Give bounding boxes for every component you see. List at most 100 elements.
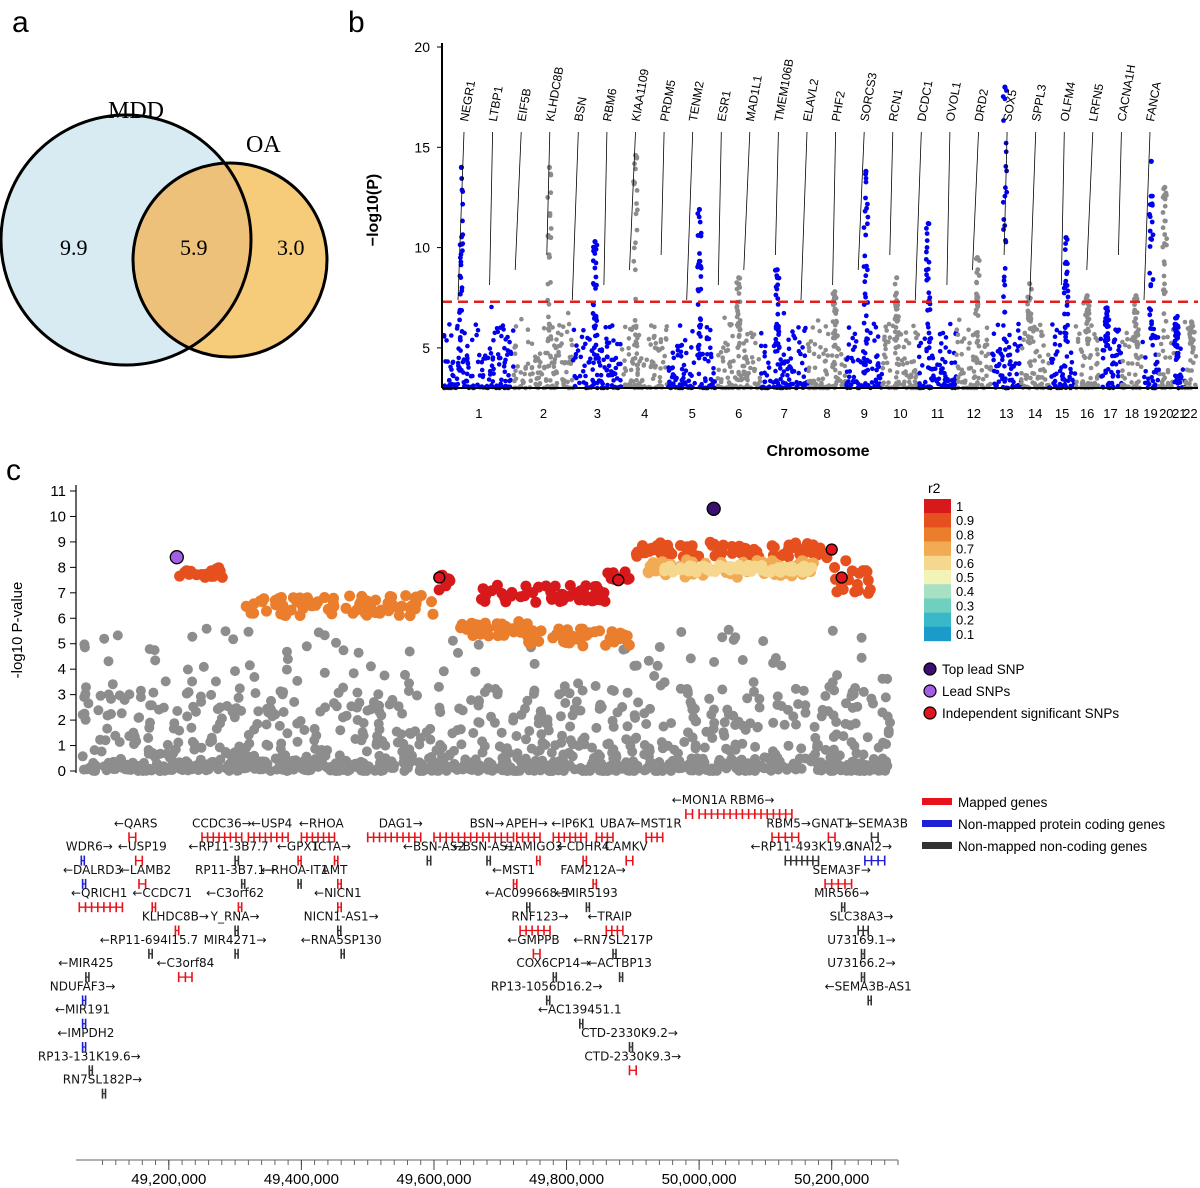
snp-point-grey [358, 730, 369, 741]
snp-point [454, 376, 460, 382]
snp-point-grey [83, 698, 94, 709]
snp-point-grey [449, 745, 459, 756]
snp-point [649, 362, 654, 368]
snp-point [886, 380, 891, 385]
snp-point [513, 324, 519, 329]
snp-point-grey [679, 737, 690, 747]
snp-point [727, 364, 733, 370]
position-tick-label: 50,000,000 [662, 1171, 737, 1188]
snp-point [974, 302, 980, 308]
snp-point-grey [560, 698, 571, 708]
chromosome-tick-label: 19 [1143, 406, 1157, 421]
gene-label: ←USP19 [118, 840, 167, 854]
snp-point [630, 356, 636, 362]
snp-point [1000, 199, 1006, 205]
snp-point [1162, 203, 1168, 209]
snp-point-grey [882, 760, 893, 771]
snp-point-grey [88, 765, 99, 776]
snp-point [513, 376, 519, 382]
snp-point [1062, 261, 1068, 266]
snp-point [734, 280, 740, 285]
snp-point [679, 366, 685, 372]
snp-point [846, 342, 852, 347]
snp-point [626, 352, 632, 357]
gene-exon [615, 948, 617, 959]
snp-point [1003, 347, 1008, 352]
snp-point [565, 379, 570, 385]
snp-point [1075, 336, 1081, 342]
snp-point [1027, 326, 1033, 332]
snp-point [458, 255, 463, 261]
snp-point [532, 354, 538, 360]
snp-point [598, 372, 604, 378]
snp-point [863, 362, 868, 368]
gene-exon [650, 832, 653, 843]
snp-point-ld [535, 625, 547, 637]
gene-exon [300, 832, 303, 843]
snp-point [815, 318, 821, 323]
gene-exon [134, 832, 137, 843]
snp-point [499, 377, 504, 383]
snp-point [832, 342, 838, 348]
snp-point [664, 337, 669, 342]
snp-point [796, 370, 801, 376]
snp-point-grey [400, 669, 410, 680]
snp-point [702, 356, 708, 362]
snp-point [955, 339, 960, 345]
gene-label: PRDM5 [657, 78, 678, 122]
snp-point [556, 353, 562, 358]
snp-point [943, 335, 949, 340]
snp-point [578, 354, 584, 360]
snp-point [735, 309, 741, 314]
snp-point [1016, 361, 1022, 367]
snp-point [1134, 380, 1140, 386]
snp-point [1105, 367, 1111, 372]
snp-point-grey [220, 626, 231, 637]
gene-exon [445, 832, 447, 843]
gene-exon [777, 832, 780, 843]
snp-point [926, 290, 932, 296]
snp-point-grey [759, 763, 770, 774]
snp-point [475, 382, 480, 388]
snp-point-grey [850, 718, 861, 729]
gene-label: ←ACTBP13 [587, 956, 652, 970]
snp-point-grey [858, 686, 869, 697]
snp-point-grey [250, 688, 261, 699]
snp-point [1064, 269, 1070, 275]
snp-point [1146, 376, 1151, 382]
snp-point [1160, 348, 1166, 354]
snp-point [786, 377, 792, 382]
gene-exon [184, 972, 187, 983]
gene-exon [834, 832, 836, 843]
snp-point-grey [338, 765, 349, 775]
snp-point [1161, 311, 1167, 317]
snp-point-grey [883, 725, 894, 736]
snp-point [979, 368, 985, 373]
snp-legend-label: Top lead SNP [942, 662, 1025, 677]
snp-point-grey [425, 734, 436, 745]
snp-point [590, 258, 596, 264]
snp-point [801, 374, 807, 380]
snp-point [1033, 349, 1038, 355]
snp-point [523, 364, 528, 370]
snp-point [1001, 294, 1006, 300]
snp-point-grey [274, 757, 285, 768]
snp-legend-marker [923, 684, 937, 698]
snp-point [806, 365, 812, 371]
gene-exon [632, 855, 634, 866]
snp-point [1072, 371, 1078, 376]
gene-connector-line [1086, 131, 1094, 271]
gene-legend-label: Non-mapped protein coding genes [958, 817, 1165, 832]
snp-point [588, 356, 593, 362]
r2-legend-label: 0.6 [956, 556, 974, 571]
snp-point [1094, 376, 1100, 381]
snp-point [966, 346, 971, 351]
snp-point-ld [803, 565, 815, 576]
snp-point [697, 322, 703, 328]
gene-connector-line [743, 131, 751, 271]
gene-exon [101, 1088, 104, 1099]
gene-exon [486, 855, 488, 866]
snp-point-grey [198, 661, 209, 672]
gene-exon [631, 1042, 634, 1052]
snp-point [696, 331, 702, 337]
